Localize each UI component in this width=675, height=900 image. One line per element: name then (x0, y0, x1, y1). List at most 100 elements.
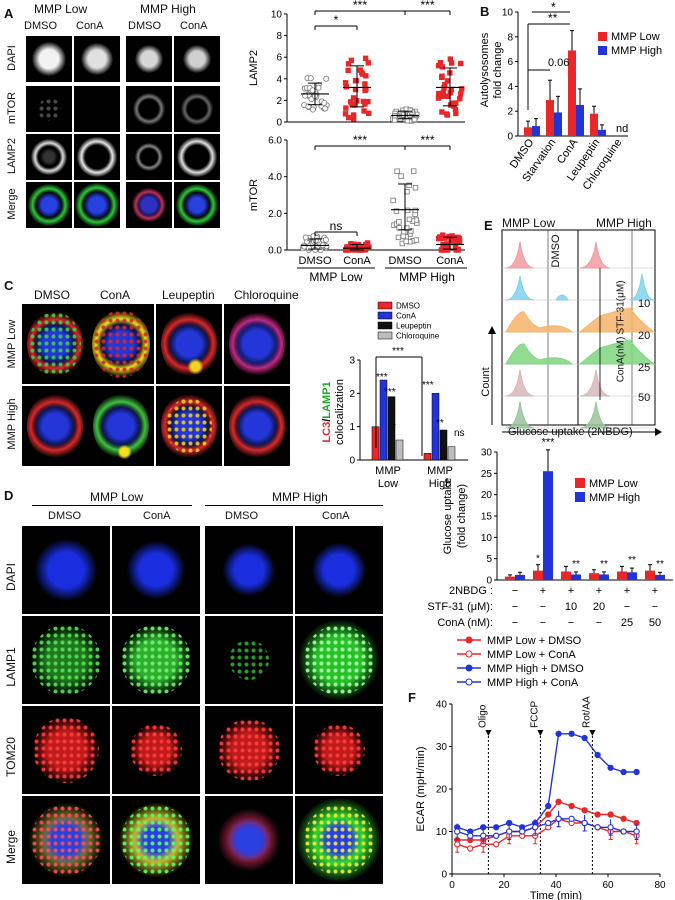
A_lamp2-point (436, 90, 442, 97)
e-row-cell: − (652, 601, 658, 613)
c-bar (447, 446, 456, 461)
c-legend-label: Chloroquine (396, 332, 440, 341)
f-y-tick-label: 20 (436, 785, 448, 796)
micrograph-a-r3c3 (126, 134, 172, 180)
f-point (519, 828, 526, 835)
e-y-tick-label: 0 (486, 576, 492, 587)
e-bar (543, 471, 553, 580)
micrograph-d-r1c3 (205, 526, 293, 614)
b-bar (576, 105, 584, 136)
group-label-d-high: MMP High (272, 490, 328, 504)
col-label-c-1: DMSO (34, 288, 70, 302)
A_lamp2-point (307, 75, 314, 82)
A_mtor-point (437, 234, 443, 240)
micrograph-a-r3c3-signal-0 (135, 143, 163, 171)
flow-histogram-low (505, 241, 535, 269)
panel-label-e: E (484, 218, 493, 233)
A_mtor-y-tick-label: 6.0 (268, 136, 282, 147)
panel-label-c: C (4, 278, 14, 293)
A_lamp2-point (359, 70, 365, 76)
flow-histogram-high (578, 339, 656, 365)
b-y-tick-label: 2 (507, 107, 513, 118)
f-injection-arrow (537, 730, 544, 736)
e-row-label: ConA (nM): (437, 617, 493, 629)
micrograph-a-r2c1 (26, 86, 72, 132)
f-legend-label: MMP High + ConA (487, 677, 579, 689)
A_lamp2-point (315, 84, 322, 91)
f-x-tick-label: 80 (654, 880, 666, 891)
b-ylabel: Autolysosomes (479, 32, 491, 107)
group-label-e-high: MMP High (596, 216, 652, 230)
f-point (493, 841, 500, 848)
e-row-cell: − (568, 617, 574, 629)
col-label-d-4: ConA (322, 510, 350, 522)
A_lamp2-point (452, 106, 459, 113)
e-legend-swatch (575, 478, 585, 488)
micrograph-c-high-3-signal-2 (165, 398, 213, 454)
micrograph-d-r2c2 (112, 616, 200, 704)
micrograph-a-r1c1-signal-0 (31, 41, 67, 77)
f-legend: MMP Low + DMSO MMP Low + ConA MMP High + D… (457, 635, 584, 689)
f-point (454, 841, 461, 848)
A_mtor-point (444, 247, 451, 253)
micrograph-a-r2c4 (174, 86, 220, 132)
A_lamp2-point (350, 112, 357, 118)
a2-sig-3: *** (420, 133, 434, 147)
e-row-cell: − (540, 601, 546, 613)
f-point (633, 768, 640, 776)
A_lamp2-point (441, 81, 448, 88)
A_lamp2-point (321, 99, 328, 106)
c-legend-label: Leupeptin (396, 322, 431, 331)
panel-label-d: D (4, 488, 14, 503)
f-point (594, 824, 601, 831)
micrograph-d-r3c1-signal-1 (33, 717, 99, 783)
b-legend-swatch (598, 32, 607, 41)
c-legend-swatch (377, 301, 393, 310)
c-x-label: MMP (375, 465, 401, 477)
e-bar (505, 576, 515, 580)
c-annot: ** (436, 418, 444, 429)
c-y-tick-label: 1 (349, 422, 355, 433)
A_lamp2-point (444, 112, 451, 118)
flow-row-label-5: 50 (638, 392, 651, 404)
e-row-label: 2NBDG : (449, 585, 493, 597)
micrograph-c-low-4-signal-1 (235, 317, 279, 371)
e-row-cell: 25 (621, 617, 633, 629)
f-point (581, 807, 588, 814)
flow-histogram-high (578, 307, 656, 333)
micrograph-d-r2c1-signal-1 (30, 624, 102, 696)
micrograph-a-r4c3-signal-1 (131, 187, 167, 223)
c-x-label-2: Low (378, 478, 398, 490)
micrograph-d-r1c4 (295, 526, 383, 614)
A_lamp2-point (362, 81, 368, 87)
A_lamp2-point (323, 75, 330, 82)
A_lamp2-y-tick-label: 4 (276, 74, 282, 85)
micrograph-c-low-1-signal-2 (28, 312, 82, 376)
f-point (532, 824, 539, 831)
f-point (568, 802, 575, 810)
micrograph-a-r4c3 (126, 182, 172, 228)
micrograph-d-r4c1-signal-2 (30, 804, 102, 876)
col-label-c-4: Chloroquine (234, 288, 299, 302)
b-legend-label: MMP Low (611, 31, 660, 43)
group-line-d-low (32, 505, 192, 506)
A_lamp2-y-tick-label: 2 (276, 96, 282, 107)
flow-row-label-3: 20 (638, 330, 651, 342)
group-label-e-low: MMP Low (502, 216, 556, 230)
panel-label-b: B (480, 4, 490, 19)
flow-y-arrowhead (488, 326, 496, 334)
group-label-d-low: MMP Low (90, 490, 144, 504)
micrograph-c-low-3 (156, 304, 222, 384)
f-point (506, 828, 513, 835)
b-bar (532, 126, 540, 136)
A_lamp2-point (458, 60, 464, 67)
c-ylabel-sep: / (321, 419, 333, 422)
c-x-label: MMP (427, 465, 453, 477)
col-label-a-2: ConA (76, 20, 104, 32)
chart-f-ecar: 0 10 20 30 40 0 20 40 60 80 Time (min) ECAR (mpH/mi… (415, 696, 666, 900)
A_lamp2-point (345, 67, 351, 74)
e-row-cell: − (540, 617, 546, 629)
A_mtor-point (394, 168, 400, 174)
A_mtor-point (412, 185, 419, 191)
